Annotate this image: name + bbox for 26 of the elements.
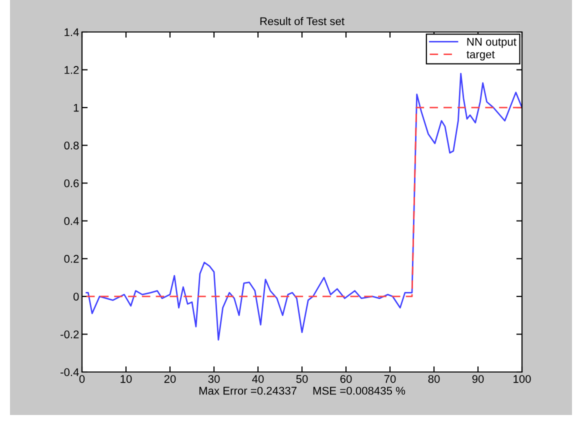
y-tick-label: 1 [74,104,79,112]
x-tick-label: 0 [79,375,85,383]
y-tick-label: 0.8 [64,142,79,150]
x-tick-label: 100 [514,375,531,383]
x-tick-label: 30 [208,375,220,383]
y-tick-label: -0.2 [60,330,79,338]
x-tick-label: 50 [296,375,308,383]
y-tick-label: -0.4 [60,368,79,376]
x-tick-label: 90 [472,375,484,383]
y-tick-label: 0.2 [64,254,79,263]
x-tick-label: 10 [120,375,132,383]
y-tick-label: 0.6 [64,179,79,188]
x-axis-title: Max Error =0.24337 MSE =0.008435 % [199,386,406,395]
chart-title: Result of Test set [260,17,344,26]
x-tick-label: 60 [340,375,352,383]
legend-label: target [466,51,495,60]
x-tick-label: 40 [252,375,264,383]
y-tick-label: 0.4 [64,217,79,226]
y-tick-label: 1.4 [64,28,79,36]
y-tick-label: 0 [73,292,79,301]
y-tick-label: 1.2 [64,66,79,74]
x-tick-label: 80 [428,375,440,383]
x-tick-label: 70 [384,375,396,383]
line-series [86,72,522,341]
x-tick-label: 20 [164,375,176,383]
legend-label: NN output [467,38,516,48]
